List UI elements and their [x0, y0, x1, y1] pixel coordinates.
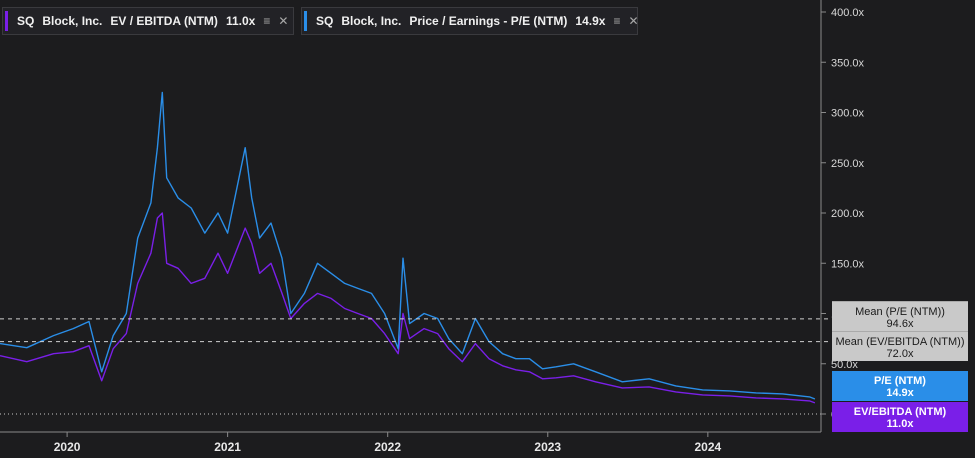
y-tick-label: 50.0x: [831, 359, 858, 371]
ev-value-tag: EV/EBITDA (NTM) 11.0x: [832, 402, 968, 432]
mean-pe-value: 94.6x: [886, 318, 914, 330]
legend-value: 14.9x: [575, 14, 606, 28]
pe-value-tag: P/E (NTM) 14.9x: [832, 371, 968, 401]
legend-ticker: SQ: [316, 14, 334, 28]
ev-tag-value: 11.0x: [886, 418, 914, 430]
y-tick-label: 200.0x: [831, 208, 865, 220]
y-tick-label: 250.0x: [831, 158, 865, 170]
legend-company: Block, Inc.: [341, 14, 402, 28]
legend-chip-ev-ebitda[interactable]: SQ Block, Inc. EV / EBITDA (NTM) 11.0x ≡…: [2, 7, 294, 35]
layers-icon[interactable]: ≡: [613, 14, 621, 28]
close-icon[interactable]: ✕: [628, 14, 639, 28]
close-icon[interactable]: ✕: [278, 14, 289, 28]
legend-ticker: SQ: [17, 14, 35, 28]
series-line-p-e-ntm-: [0, 91, 816, 400]
x-tick-label: 2021: [214, 440, 241, 454]
legend-color-bar: [5, 11, 8, 31]
ev-tag-label: EV/EBITDA (NTM): [853, 406, 947, 418]
mean-pe-tag: Mean (P/E (NTM)) 94.6x: [832, 301, 968, 331]
x-tick-label: 2024: [694, 440, 721, 454]
mean-ev-value: 72.0x: [886, 348, 914, 360]
mean-ev-label: Mean (EV/EBITDA (NTM)): [835, 336, 965, 348]
mean-pe-label: Mean (P/E (NTM)): [855, 306, 945, 318]
layers-icon[interactable]: ≡: [263, 14, 271, 28]
y-tick-label: 400.0x: [831, 7, 865, 19]
y-tick-label: 150.0x: [831, 258, 865, 270]
x-tick-label: 2023: [534, 440, 561, 454]
x-tick-label: 2022: [374, 440, 401, 454]
legend-metric: Price / Earnings - P/E (NTM): [409, 14, 568, 28]
pe-tag-label: P/E (NTM): [874, 375, 926, 387]
x-tick-label: 2020: [54, 440, 81, 454]
legend-metric: EV / EBITDA (NTM): [110, 14, 218, 28]
legend-chip-pe[interactable]: SQ Block, Inc. Price / Earnings - P/E (N…: [301, 7, 639, 35]
legend-color-bar: [304, 11, 307, 31]
pe-tag-value: 14.9x: [886, 387, 914, 399]
legend-value: 11.0x: [225, 14, 256, 28]
y-tick-label: 300.0x: [831, 108, 865, 120]
series-line-ev-ebitda-ntm-: [0, 212, 816, 404]
y-tick-label: 350.0x: [831, 57, 865, 69]
mean-ev-tag: Mean (EV/EBITDA (NTM)) 72.0x: [832, 331, 968, 361]
legend-company: Block, Inc.: [42, 14, 103, 28]
